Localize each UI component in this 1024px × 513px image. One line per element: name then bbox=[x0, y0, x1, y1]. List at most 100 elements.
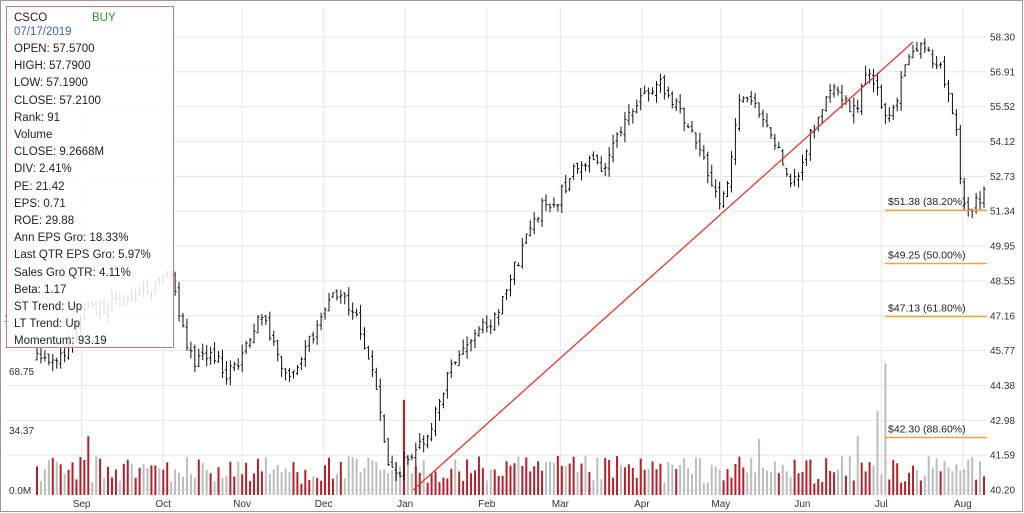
price-tick-label: 49.95 bbox=[990, 241, 1015, 252]
volume-bar bbox=[146, 467, 149, 495]
volume-bar bbox=[473, 470, 476, 495]
x-tick-label: Apr bbox=[634, 499, 650, 510]
volume-bar bbox=[710, 464, 713, 495]
volume-bar bbox=[276, 464, 279, 495]
volume-bar bbox=[529, 471, 532, 495]
volume-bar bbox=[643, 469, 646, 495]
volume-bar bbox=[612, 477, 615, 495]
volume-bar bbox=[434, 471, 437, 495]
volume-bar bbox=[872, 465, 875, 495]
price-tick-label: 42.98 bbox=[990, 416, 1015, 427]
volume-bar bbox=[844, 475, 847, 495]
price-tick-label: 48.55 bbox=[990, 277, 1015, 288]
volume-bar bbox=[667, 461, 670, 495]
volume-bar bbox=[781, 464, 784, 495]
volume-bar bbox=[505, 461, 508, 495]
volume-bar bbox=[320, 480, 323, 495]
volume-bar bbox=[87, 436, 90, 495]
volume-bar bbox=[651, 461, 654, 495]
volume-bar bbox=[39, 480, 42, 495]
volume-bar bbox=[517, 456, 520, 495]
price-tick-label: 45.77 bbox=[990, 346, 1015, 357]
volume-bar bbox=[876, 411, 879, 495]
volume-bar bbox=[174, 469, 177, 495]
volume-bar bbox=[600, 479, 603, 495]
volume-bar bbox=[722, 480, 725, 495]
volume-bar bbox=[205, 470, 208, 495]
volume-bar bbox=[75, 479, 78, 495]
volume-bar bbox=[387, 473, 390, 495]
volume-bar bbox=[422, 460, 425, 495]
volume-bar bbox=[789, 477, 792, 495]
price-tick-label: 40.20 bbox=[990, 486, 1015, 497]
volume-bar bbox=[189, 474, 192, 495]
volume-bar bbox=[908, 472, 911, 495]
x-tick-label: Sep bbox=[73, 499, 91, 510]
volume-bar bbox=[552, 463, 555, 495]
volume-bar bbox=[462, 480, 465, 495]
volume-bar bbox=[458, 471, 461, 495]
volume-bar bbox=[399, 466, 402, 495]
volume-bar bbox=[868, 462, 871, 495]
volume-bar bbox=[588, 471, 591, 495]
volume-bar bbox=[201, 462, 204, 495]
volume-bar bbox=[229, 461, 232, 495]
volume-bar bbox=[927, 456, 930, 495]
volume-bar bbox=[308, 480, 311, 495]
x-tick-label: Mar bbox=[552, 499, 570, 510]
volume-bar bbox=[714, 466, 717, 495]
volume-bar bbox=[935, 458, 938, 495]
volume-bar bbox=[51, 457, 54, 495]
volume-bar bbox=[47, 460, 50, 495]
price-tick-label: 51.34 bbox=[990, 207, 1015, 218]
volume-bar bbox=[805, 460, 808, 495]
volume-bar bbox=[758, 439, 761, 495]
volume-bar bbox=[840, 456, 843, 495]
volume-bar bbox=[114, 469, 117, 495]
volume-bar bbox=[292, 462, 295, 495]
volume-bar bbox=[193, 477, 196, 495]
volume-bar bbox=[426, 482, 429, 495]
volume-bar bbox=[158, 468, 161, 495]
volume-bar bbox=[923, 475, 926, 495]
info-row: LOW: 57.1900 bbox=[14, 77, 88, 90]
volume-bar bbox=[371, 460, 374, 495]
volume-bar bbox=[375, 462, 378, 495]
volume-bar bbox=[217, 467, 220, 495]
price-tick-label: 44.38 bbox=[990, 381, 1015, 392]
volume-bar bbox=[430, 473, 433, 495]
volume-bar bbox=[209, 473, 212, 495]
info-row: EPS: 0.71 bbox=[14, 197, 66, 210]
volume-bar bbox=[359, 471, 362, 495]
volume-bar bbox=[896, 463, 899, 495]
volume-bar bbox=[742, 467, 745, 495]
volume-bar bbox=[983, 476, 985, 495]
volume-bar bbox=[915, 469, 918, 495]
volume-bar bbox=[485, 480, 488, 495]
x-tick-label: Oct bbox=[155, 499, 171, 510]
trendline bbox=[412, 41, 914, 491]
info-row: LT Trend: Up bbox=[14, 318, 81, 331]
volume-bar bbox=[730, 477, 733, 495]
volume-bar bbox=[718, 469, 721, 495]
volume-bar bbox=[272, 469, 275, 495]
volume-bar bbox=[655, 469, 658, 495]
volume-bar bbox=[260, 471, 263, 495]
volume-bar bbox=[99, 458, 102, 495]
volume-bar bbox=[537, 461, 540, 495]
volume-bar bbox=[83, 460, 86, 495]
volume-bar bbox=[324, 465, 327, 495]
info-row: Beta: 1.17 bbox=[14, 283, 67, 296]
volume-bar bbox=[884, 363, 887, 495]
volume-bar bbox=[339, 462, 342, 495]
info-rows: OPEN: 57.5700 HIGH: 57.7900 LOW: 57.1900 CL… bbox=[14, 41, 173, 351]
volume-bar bbox=[91, 482, 94, 495]
volume-bar bbox=[619, 465, 622, 495]
volume-bar bbox=[635, 477, 638, 495]
volume-bar bbox=[691, 473, 694, 495]
info-header: CSCO BUY bbox=[14, 11, 173, 25]
volume-bar bbox=[797, 473, 800, 495]
volume-bar bbox=[438, 482, 441, 495]
volume-bar bbox=[367, 457, 370, 495]
